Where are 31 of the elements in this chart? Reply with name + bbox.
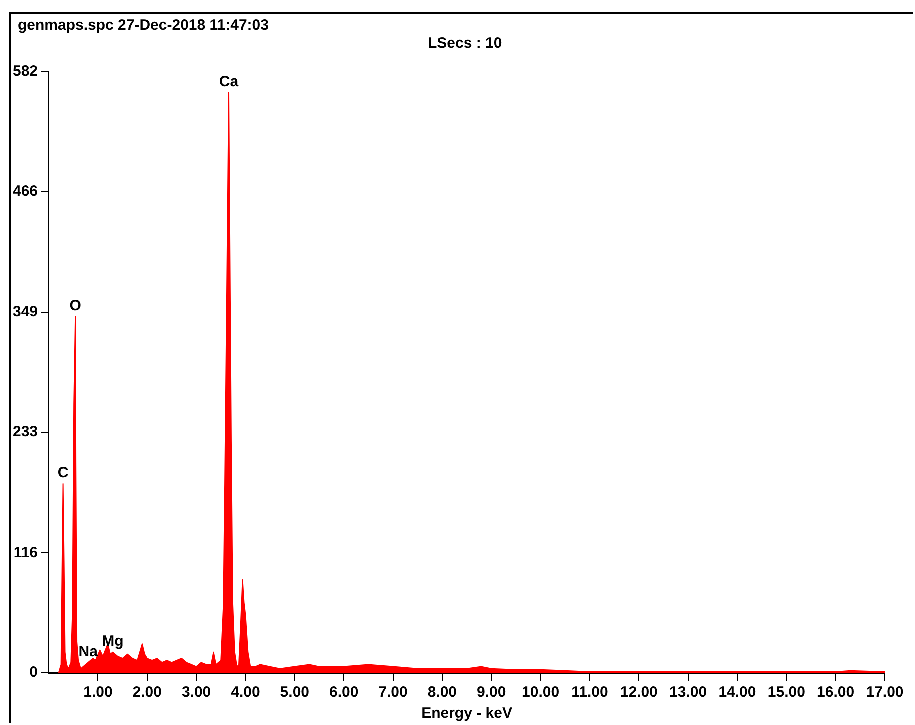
x-tick-label: 11.00: [572, 684, 608, 702]
y-tick-label: 582: [12, 63, 38, 80]
chart-subtitle: LSecs : 10: [428, 35, 502, 52]
x-tick-label: 8.00: [428, 684, 458, 702]
x-tick-label: 2.00: [132, 684, 162, 702]
x-tick-label: 13.00: [670, 684, 708, 702]
x-tick-label: 1.00: [84, 684, 113, 702]
annotation: Mg: [102, 632, 124, 650]
x-tick-label: 5.00: [280, 684, 310, 702]
x-tick-label: 14.00: [718, 684, 756, 702]
x-tick-label: 9.00: [477, 684, 506, 702]
x-tick-label: 16.00: [817, 684, 855, 702]
annotation: Na: [78, 643, 99, 660]
annotation: C: [58, 464, 69, 482]
annotation: Ca: [219, 73, 240, 90]
y-tick-label: 0: [30, 664, 38, 682]
y-tick-label: 233: [12, 424, 38, 441]
y-tick-label: 466: [12, 182, 38, 200]
y-tick-label: 116: [14, 544, 38, 562]
x-tick-label: 3.00: [182, 684, 212, 702]
x-tick-label: 12.00: [620, 684, 658, 702]
chart-title: genmaps.spc 27-Dec-2018 11:47:03: [18, 17, 269, 34]
y-tick-label: 349: [12, 304, 38, 321]
x-tick-label: 4.00: [231, 684, 260, 702]
x-tick-label: 10.00: [522, 684, 560, 702]
x-tick-label: 7.00: [378, 684, 408, 702]
x-tick-label: 15.00: [768, 684, 806, 702]
annotation: O: [70, 297, 82, 314]
x-tick-label: 6.00: [329, 684, 359, 702]
x-tick-label: 17.00: [866, 684, 904, 702]
x-axis-title: Energy - keV: [422, 705, 512, 722]
